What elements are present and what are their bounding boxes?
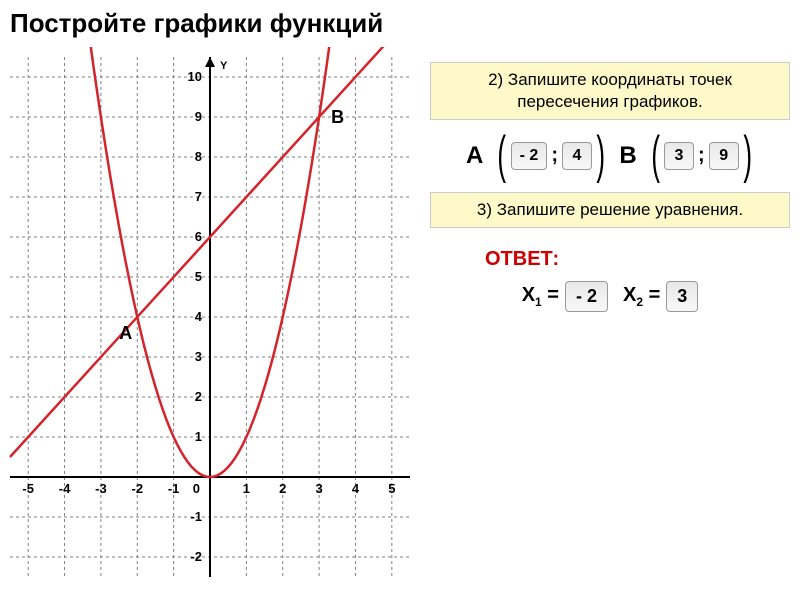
page-title: Постройте графики функций: [0, 0, 800, 47]
svg-text:4: 4: [352, 481, 360, 496]
point-b-label: B: [619, 142, 636, 170]
x1-value: - 2: [565, 281, 608, 312]
graph-panel: Y -5 -4 -3 -2 -1 1 2 3 4 5 -2 -1 1 2 3 4 5 6 7 8 9 10 0 A B: [0, 47, 420, 587]
x2-var: X: [623, 284, 636, 306]
svg-text:5: 5: [388, 481, 395, 496]
graph-svg: Y -5 -4 -3 -2 -1 1 2 3 4 5 -2 -1 1 2 3 4 5 6 7 8 9 10 0 A B: [0, 47, 420, 587]
coords-row: A ( - 2 ; 4 ) B ( 3 ; 9 ): [425, 135, 795, 177]
point-a-label: A: [466, 142, 483, 170]
svg-text:7: 7: [195, 189, 202, 204]
svg-text:2: 2: [195, 389, 202, 404]
content-area: Y -5 -4 -3 -2 -1 1 2 3 4 5 -2 -1 1 2 3 4 5 6 7 8 9 10 0 A B 2) За…: [0, 47, 800, 587]
svg-text:-2: -2: [131, 481, 143, 496]
answer-x1: X1 = - 2: [522, 281, 608, 312]
answer-row: X1 = - 2 X2 = 3: [425, 281, 795, 312]
point-a-x: - 2: [511, 142, 548, 170]
x2-value: 3: [666, 281, 698, 312]
instruction-3: 3) Запишите решение уравнения.: [430, 192, 790, 228]
svg-text:-1: -1: [168, 481, 180, 496]
svg-text:3: 3: [315, 481, 322, 496]
svg-text:Y: Y: [220, 60, 228, 72]
svg-text:-4: -4: [59, 481, 71, 496]
point-b-x: 3: [664, 142, 694, 170]
svg-text:3: 3: [195, 349, 202, 364]
x2-sub: 2: [636, 295, 643, 309]
svg-text:A: A: [119, 323, 132, 343]
answer-label: ОТВЕТ:: [485, 248, 795, 271]
svg-text:0: 0: [193, 481, 200, 496]
svg-text:9: 9: [195, 109, 202, 124]
x1-sub: 1: [535, 295, 542, 309]
paren-open-icon: (: [651, 135, 660, 177]
svg-text:8: 8: [195, 149, 202, 164]
point-a-y: 4: [562, 142, 592, 170]
instruction-2: 2) Запишите координаты точек пересечения…: [430, 62, 790, 120]
svg-text:-2: -2: [190, 549, 202, 564]
point-b-y: 9: [709, 142, 739, 170]
paren-close-icon: ): [596, 135, 605, 177]
svg-text:-3: -3: [95, 481, 107, 496]
svg-text:4: 4: [195, 309, 203, 324]
svg-text:1: 1: [195, 429, 202, 444]
svg-text:10: 10: [188, 69, 202, 84]
point-b-coords: ( 3 ; 9 ): [647, 135, 756, 177]
svg-text:-5: -5: [22, 481, 34, 496]
svg-text:5: 5: [195, 269, 202, 284]
svg-text:2: 2: [279, 481, 286, 496]
point-a-coords: ( - 2 ; 4 ): [493, 135, 609, 177]
svg-text:-1: -1: [190, 509, 202, 524]
semicolon: ;: [698, 144, 705, 167]
paren-close-icon: ): [743, 135, 752, 177]
svg-text:6: 6: [195, 229, 202, 244]
svg-text:B: B: [331, 107, 344, 127]
answer-x2: X2 = 3: [623, 281, 698, 312]
x1-var: X: [522, 284, 535, 306]
right-panel: 2) Запишите координаты точек пересечения…: [420, 47, 800, 587]
svg-text:1: 1: [243, 481, 250, 496]
semicolon: ;: [551, 144, 558, 167]
paren-open-icon: (: [498, 135, 507, 177]
